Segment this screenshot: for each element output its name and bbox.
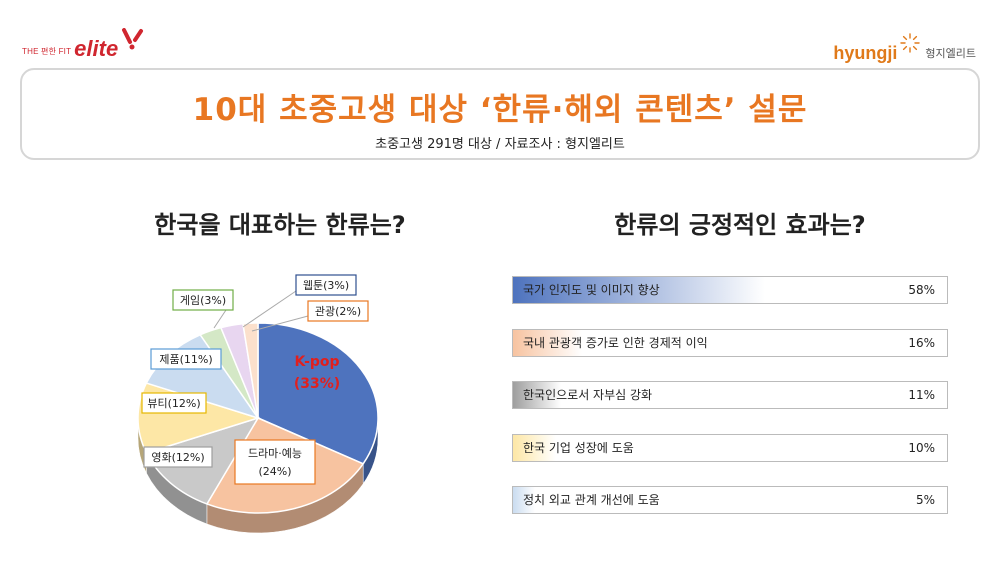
page-title: 10대 초중고생 대상 ‘한류·해외 콘텐츠’ 설문 bbox=[192, 92, 808, 128]
pie-label-4: 제품(11%) bbox=[159, 353, 212, 366]
title-box: 10대 초중고생 대상 ‘한류·해외 콘텐츠’ 설문 초중고생 291명 대상 … bbox=[20, 68, 980, 160]
pie-label-0: K-pop bbox=[294, 354, 339, 370]
bar-fill-0 bbox=[513, 277, 765, 303]
bar-label-1: 국내 관광객 증가로 인한 경제적 이익 bbox=[523, 336, 708, 350]
bar-value-4: 5% bbox=[915, 493, 935, 507]
bar-label-3: 한국 기업 성장에 도움 bbox=[523, 441, 634, 455]
bar-fill-1 bbox=[513, 330, 583, 356]
bar-row-0: 국가 인지도 및 이미지 향상 58% bbox=[512, 276, 948, 304]
bar-value-3: 10% bbox=[908, 441, 935, 455]
pie-leader-line-6 bbox=[242, 290, 297, 328]
pie-leader-line-5 bbox=[213, 309, 227, 329]
pie-label-box-6 bbox=[295, 274, 357, 296]
bar-label-2: 한국인으로서 자부심 강화 bbox=[523, 388, 653, 402]
pie-label-6: 웹툰(3%) bbox=[303, 279, 349, 292]
pie-label-7: 관광(2%) bbox=[315, 305, 361, 318]
pie-label-box-3 bbox=[141, 392, 207, 414]
bar-fill-3 bbox=[513, 435, 557, 461]
bar-row-1: 국내 관광객 증가로 인한 경제적 이익 16% bbox=[512, 329, 948, 357]
elite-logo-mark-icon bbox=[122, 28, 144, 50]
pie-leader-line-7 bbox=[251, 315, 309, 332]
hyungji-logo-korean: 형지엘리트 bbox=[925, 47, 976, 60]
pie-label-3: 뷰티(12%) bbox=[147, 397, 200, 410]
bar-chart-title: 한류의 긍정적인 효과는? bbox=[614, 211, 866, 239]
pie-label-2: 영화(12%) bbox=[151, 451, 204, 464]
elite-logo-wordmark: elite bbox=[74, 36, 119, 61]
bar-fill-2 bbox=[513, 382, 561, 408]
pie-label-box-5 bbox=[172, 289, 234, 311]
pie-slice-0 bbox=[257, 322, 379, 465]
hyungji-logo-wordmark: hyungji bbox=[833, 43, 898, 63]
pie-label-box-7 bbox=[307, 300, 369, 322]
pie-label-5: 게임(3%) bbox=[180, 294, 226, 307]
elite-logo-tagline: THE 편한 FIT bbox=[22, 47, 72, 56]
pie-chart-title: 한국을 대표하는 한류는? bbox=[154, 211, 406, 239]
bar-row-4: 정치 외교 관계 개선에 도움 5% bbox=[512, 486, 948, 514]
pie-label-box-1 bbox=[234, 439, 316, 485]
hyungji-logo: hyungji 형지엘리트 bbox=[833, 32, 976, 64]
pie-label-pct-0: (33%) bbox=[294, 376, 340, 392]
pie-label-box-2 bbox=[143, 446, 213, 468]
pie-slice-7 bbox=[242, 322, 259, 419]
elite-logo: THE 편한 FIT elite bbox=[22, 28, 145, 62]
bar-label-4: 정치 외교 관계 개선에 도움 bbox=[523, 493, 660, 507]
bar-value-0: 58% bbox=[908, 283, 935, 297]
bar-fill-4 bbox=[513, 487, 535, 513]
page-subtitle: 초중고생 291명 대상 / 자료조사 : 형지엘리트 bbox=[375, 137, 625, 152]
bar-value-1: 16% bbox=[908, 336, 935, 350]
sunburst-icon bbox=[900, 33, 921, 53]
bar-row-2: 한국인으로서 자부심 강화 11% bbox=[512, 381, 948, 409]
bar-value-2: 11% bbox=[908, 388, 935, 402]
bar-label-0: 국가 인지도 및 이미지 향상 bbox=[523, 283, 660, 297]
pie-label-1: 드라마·예능 bbox=[248, 447, 302, 460]
pie-label-box-4 bbox=[150, 348, 222, 370]
pie-label-pct-1: (24%) bbox=[258, 465, 291, 478]
bar-row-3: 한국 기업 성장에 도움 10% bbox=[512, 434, 948, 462]
